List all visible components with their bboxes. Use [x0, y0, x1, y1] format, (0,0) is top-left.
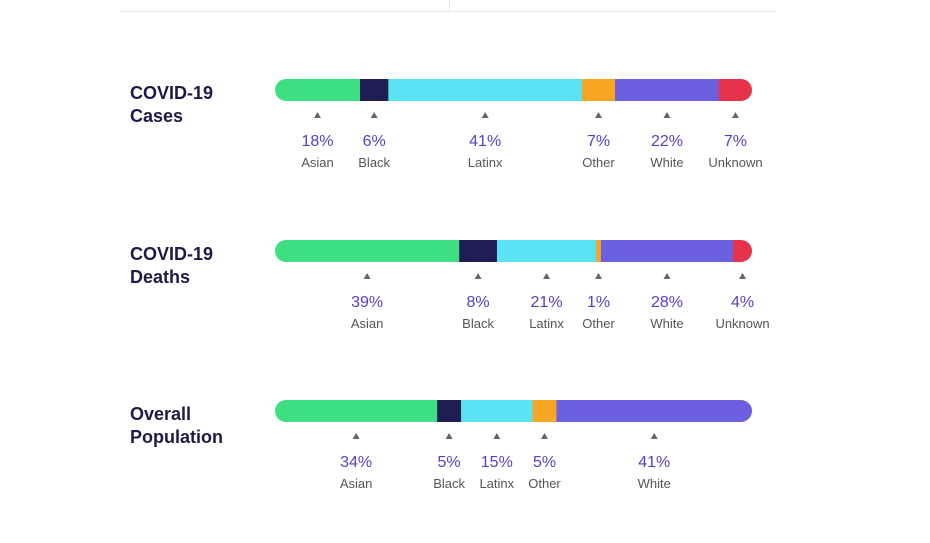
- percent-label: 15%: [481, 454, 513, 471]
- row-title: Population: [130, 427, 223, 447]
- pointer-triangle-icon: [650, 433, 658, 439]
- category-label: Latinx: [529, 316, 564, 331]
- percent-label: 6%: [363, 133, 386, 150]
- percent-label: 41%: [638, 454, 670, 471]
- bar-segment-white: [600, 240, 734, 262]
- pointer-triangle-icon: [541, 433, 549, 439]
- top-divider-line: [120, 11, 775, 12]
- category-label: White: [650, 155, 683, 170]
- bar-segment-unknown: [733, 240, 752, 262]
- bar-segment-other: [581, 79, 616, 101]
- pointer-triangle-icon: [731, 112, 739, 118]
- pointer-triangle-icon: [445, 433, 453, 439]
- percent-label: 28%: [651, 294, 683, 311]
- pointer-triangle-icon: [474, 273, 482, 279]
- category-label: White: [650, 316, 683, 331]
- percent-label: 8%: [467, 294, 490, 311]
- category-label: Asian: [301, 155, 334, 170]
- percent-label: 1%: [587, 294, 610, 311]
- pointer-triangle-icon: [352, 433, 360, 439]
- bar-segment-asian: [275, 240, 460, 262]
- pointer-triangle-icon: [739, 273, 747, 279]
- category-label: White: [638, 476, 671, 491]
- category-label: Asian: [351, 316, 384, 331]
- pointer-triangle-icon: [663, 273, 671, 279]
- category-label: Unknown: [708, 155, 762, 170]
- bar-segment-black: [360, 79, 389, 101]
- percent-label: 39%: [351, 294, 383, 311]
- percent-label: 34%: [340, 454, 372, 471]
- pointer-triangle-icon: [595, 112, 603, 118]
- bar-segment-other: [532, 400, 557, 422]
- percent-label: 22%: [651, 133, 683, 150]
- row-title: Overall: [130, 404, 191, 424]
- category-label: Black: [358, 155, 390, 170]
- row-title: Cases: [130, 106, 183, 126]
- bar-segment-white: [556, 400, 752, 422]
- category-label: Black: [462, 316, 494, 331]
- category-label: Other: [582, 316, 615, 331]
- bar-segment-latinx: [461, 400, 534, 422]
- category-label: Other: [582, 155, 615, 170]
- percent-label: 5%: [438, 454, 461, 471]
- top-vertical-divider: [449, 0, 450, 11]
- bar-segment-latinx: [388, 79, 583, 101]
- pointer-triangle-icon: [543, 273, 551, 279]
- bar-segment-black: [437, 400, 462, 422]
- category-label: Asian: [340, 476, 373, 491]
- category-label: Unknown: [715, 316, 769, 331]
- bar-segment-other: [596, 240, 602, 262]
- row-title: COVID-19: [130, 244, 213, 264]
- pointer-triangle-icon: [363, 273, 371, 279]
- pointer-triangle-icon: [663, 112, 671, 118]
- percent-label: 4%: [731, 294, 754, 311]
- row-title: Deaths: [130, 267, 190, 287]
- pointer-triangle-icon: [314, 112, 322, 118]
- percent-label: 18%: [301, 133, 333, 150]
- bar-segment-unknown: [718, 79, 752, 101]
- category-label: Other: [528, 476, 561, 491]
- category-label: Latinx: [468, 155, 503, 170]
- category-label: Black: [433, 476, 465, 491]
- percent-label: 21%: [531, 294, 563, 311]
- pointer-triangle-icon: [493, 433, 501, 439]
- row-title: COVID-19: [130, 83, 213, 103]
- percent-label: 5%: [533, 454, 556, 471]
- percent-label: 41%: [469, 133, 501, 150]
- category-label: Latinx: [479, 476, 514, 491]
- bar-segment-latinx: [496, 240, 597, 262]
- percent-label: 7%: [587, 133, 610, 150]
- pointer-triangle-icon: [370, 112, 378, 118]
- bar-segment-asian: [275, 79, 361, 101]
- bar-segment-black: [459, 240, 498, 262]
- bar-segment-white: [615, 79, 720, 101]
- bar-segment-asian: [275, 400, 438, 422]
- pointer-triangle-icon: [481, 112, 489, 118]
- percent-label: 7%: [724, 133, 747, 150]
- pointer-triangle-icon: [595, 273, 603, 279]
